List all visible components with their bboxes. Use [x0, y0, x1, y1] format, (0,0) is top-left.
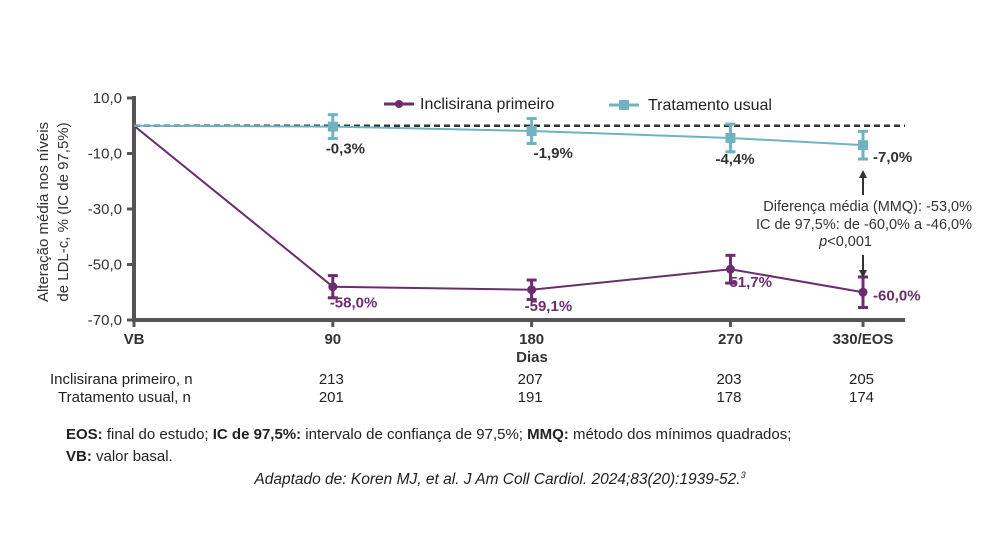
n-cell: 213	[318, 371, 344, 388]
y-tick-label: -50,0	[88, 257, 122, 274]
citation: Adaptado de: Koren MJ, et al. J Am Coll …	[0, 470, 1000, 489]
x-tick-label: 330/EOS	[833, 331, 894, 348]
x-axis-title: Dias	[516, 349, 548, 366]
n-cell: 207	[517, 371, 543, 388]
footnote-vb-def: valor basal.	[91, 448, 173, 465]
legend-label-tratamento: Tratamento usual	[648, 97, 772, 114]
p-rest: <0,001	[827, 234, 872, 250]
data-point	[327, 121, 338, 132]
n-cell: 178	[716, 389, 742, 406]
footnote-eos-term: EOS:	[66, 426, 103, 443]
annotation-line2: IC de 97,5%: de -60,0% a -46,0%	[756, 217, 972, 233]
footnote-eos-def: final do estudo;	[102, 426, 213, 443]
legend-label-inclisirana: Inclisirana primeiro	[420, 96, 554, 113]
n-row-label-inclisirana: Inclisirana primeiro, n	[50, 371, 193, 388]
footnote: EOS: final do estudo; IC de 97,5%: inter…	[66, 424, 966, 468]
data-label: -59,1%	[525, 298, 573, 315]
citation-text: Adaptado de: Koren MJ, et al. J Am Coll …	[254, 471, 741, 489]
chart-marks: -58,0% -59,1% -51,7% -60,0% -0,3% -1,9% -4,4% -…	[133, 113, 921, 315]
data-label: -4,4%	[715, 151, 754, 168]
ldl-change-chart: 10,0 -10,0 -30,0 -50,0 -70,0VB 90 180 270 330/EO…	[35, 90, 972, 366]
x-tick-label: 270	[718, 331, 743, 348]
difference-annotation: Diferença média (MMQ): -53,0% IC de 97,5…	[756, 170, 972, 278]
data-label: -60,0%	[873, 287, 921, 304]
annotation-line1: Diferença média (MMQ): -53,0%	[763, 199, 972, 215]
x-tick-label: 90	[324, 331, 341, 348]
legend: Inclisirana primeiro Tratamento usual	[384, 96, 772, 114]
n-cell: 201	[318, 389, 344, 406]
y-tick-label: -70,0	[88, 312, 122, 329]
y-tick-label: -10,0	[88, 146, 122, 163]
data-point	[526, 126, 537, 137]
x-tick-label: VB	[124, 331, 145, 348]
n-cell: 205	[849, 371, 875, 388]
n-cell: 191	[517, 389, 543, 406]
footnote-ic-def: intervalo de confiança de 97,5%;	[301, 426, 528, 443]
data-point	[858, 287, 868, 297]
series-line-tratamento	[133, 124, 864, 147]
data-label: -7,0%	[873, 149, 912, 166]
y-axis-title-line2: de LDL-c, % (IC de 97,5%)	[55, 122, 72, 301]
data-point	[328, 282, 338, 292]
footnote-ic-term: IC de 97,5%:	[212, 426, 302, 443]
n-row-label-tratamento: Tratamento usual, n	[58, 389, 191, 406]
arrow-down-head	[859, 270, 867, 278]
annotation-p-value: p<0,001	[818, 234, 872, 250]
footnote-vb-term: VB:	[66, 448, 92, 465]
arrow-up-head	[859, 170, 867, 178]
data-point	[858, 140, 868, 151]
y-tick-label: -30,0	[88, 201, 122, 218]
data-label: -1,9%	[534, 145, 573, 162]
y-tick-label: 10,0	[93, 90, 122, 107]
data-point	[527, 285, 537, 295]
citation-superscript: 3	[740, 470, 746, 480]
footnote-mmq-def: método dos mínimos quadrados;	[568, 426, 792, 443]
axes: 10,0 -10,0 -30,0 -50,0 -70,0VB 90 180 270 330/EO…	[88, 90, 905, 348]
y-axis-title-line1: Alteração média nos níveis	[35, 122, 52, 302]
footnote-mmq-term: MMQ:	[527, 426, 569, 443]
data-point	[725, 264, 735, 274]
n-cell: 174	[849, 389, 875, 406]
x-tick-label: 180	[519, 331, 544, 348]
n-cell: 203	[716, 371, 742, 388]
data-label: -0,3%	[326, 141, 365, 158]
legend-marker-circle	[395, 100, 403, 108]
legend-marker-square	[619, 100, 629, 110]
data-point	[725, 132, 736, 143]
p-italic: p	[818, 234, 827, 250]
data-label: -51,7%	[724, 274, 772, 291]
data-label: -58,0%	[330, 295, 378, 312]
